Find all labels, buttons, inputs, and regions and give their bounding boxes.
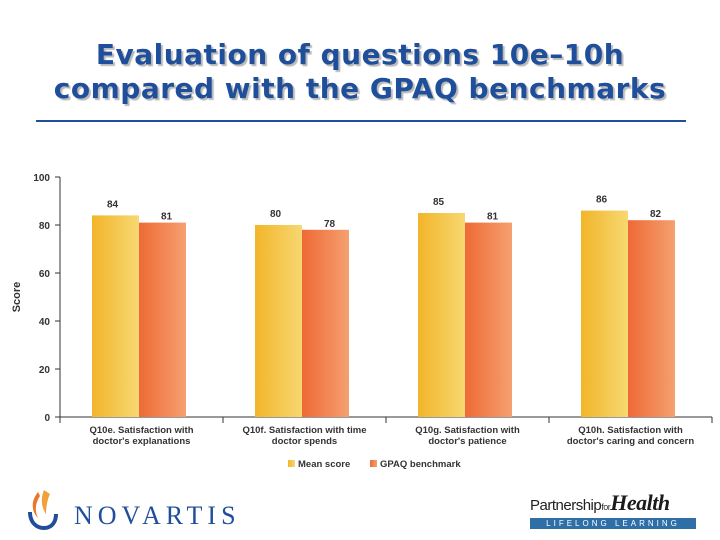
partnership-for-health-logo: PartnershipforHealth LIFELONG LEARNING xyxy=(530,488,698,532)
mean-score-label: 80 xyxy=(270,209,282,220)
title-line-1: Evaluation of questions 10e–10h xyxy=(95,38,625,71)
category-label: doctor's patience xyxy=(428,436,506,447)
gpaq-benchmark-label: 81 xyxy=(487,212,499,223)
legend-benchmark-swatch xyxy=(370,460,377,467)
category-label: Q10h. Satisfaction with xyxy=(578,425,683,436)
y-axis-label: Score xyxy=(11,282,23,313)
novartis-logo: NOVARTIS xyxy=(28,490,241,530)
gpaq-benchmark-label: 78 xyxy=(324,219,336,230)
mean-score-bar xyxy=(418,213,465,417)
lifelong-learning-banner: LIFELONG LEARNING xyxy=(530,518,696,529)
y-tick-label: 0 xyxy=(44,413,50,424)
category-label: Q10e. Satisfaction with xyxy=(90,425,194,436)
gpaq-benchmark-bar xyxy=(139,222,186,417)
mean-score-label: 84 xyxy=(107,199,119,210)
title-line-2: compared with the GPAQ benchmarks xyxy=(53,72,667,105)
novartis-wordmark: NOVARTIS xyxy=(74,501,241,530)
legend-benchmark-label: GPAQ benchmark xyxy=(380,459,461,470)
for-text: for xyxy=(601,502,611,512)
y-tick-label: 100 xyxy=(33,173,50,184)
mean-score-label: 86 xyxy=(596,195,608,206)
mean-score-label: 85 xyxy=(433,197,445,208)
gpaq-benchmark-bar xyxy=(302,229,349,417)
novartis-flame-icon xyxy=(28,490,58,530)
y-tick-label: 80 xyxy=(39,221,51,232)
partnership-text: Partnership xyxy=(530,497,602,514)
gpaq-benchmark-bar xyxy=(465,222,512,417)
bar-chart: 0 20 40 60 80 100 Score 84 81 Q10e. Satisfaction … xyxy=(11,173,713,470)
mean-score-bar xyxy=(255,225,302,417)
gpaq-benchmark-label: 82 xyxy=(650,209,662,220)
gpaq-benchmark-bar xyxy=(628,220,675,417)
mean-score-bar xyxy=(581,210,628,417)
category-label: Q10f. Satisfaction with time xyxy=(242,425,366,436)
gpaq-benchmark-label: 81 xyxy=(161,212,173,223)
y-tick-label: 40 xyxy=(39,317,51,328)
title-divider xyxy=(36,120,686,122)
category-label: doctor's caring and concern xyxy=(567,436,695,447)
legend-mean-label: Mean score xyxy=(298,459,350,470)
mean-score-bar xyxy=(92,215,139,417)
y-tick-label: 20 xyxy=(39,365,51,376)
category-label: doctor spends xyxy=(272,436,337,447)
y-tick-label: 60 xyxy=(39,269,51,280)
legend-mean-swatch xyxy=(288,460,295,467)
slide-title: Evaluation of questions 10e–10h compared… xyxy=(0,38,720,106)
category-label: doctor's explanations xyxy=(93,436,191,447)
category-label: Q10g. Satisfaction with xyxy=(415,425,520,436)
health-text: Health xyxy=(610,490,670,515)
